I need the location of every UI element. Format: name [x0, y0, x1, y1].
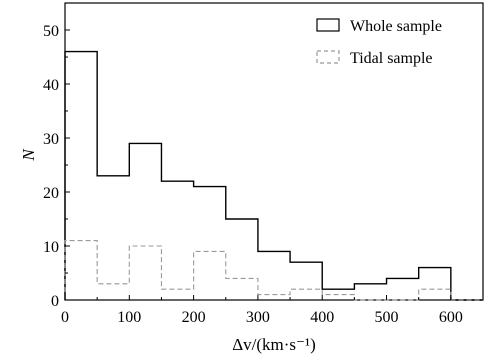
series-whole-sample	[64, 50, 483, 301]
legend-swatch-whole-sample	[316, 18, 340, 32]
legend-label-whole-sample: Whole sample	[350, 18, 442, 35]
plot-area	[64, 2, 484, 301]
legend-swatch-tidal-sample	[316, 50, 340, 64]
legend-item-tidal-sample: Tidal sample	[316, 50, 433, 67]
x-tick-label: 300	[246, 309, 270, 326]
y-tick-label: 10	[43, 239, 59, 256]
x-tick-label: 0	[61, 309, 69, 326]
legend-label-tidal-sample: Tidal sample	[350, 50, 433, 67]
series-tidal-sample	[64, 240, 483, 301]
plot-frame	[64, 2, 484, 301]
x-tick-label: 200	[182, 309, 206, 326]
legend-item-whole-sample: Whole sample	[316, 18, 442, 35]
y-axis-label: N	[19, 148, 38, 162]
x-tick-label: 400	[310, 309, 334, 326]
series-layer	[64, 50, 483, 301]
y-tick-label: 50	[43, 23, 59, 40]
y-tick-label: 40	[43, 77, 59, 94]
y-tick-label: 0	[51, 293, 59, 310]
x-axis-label: Δv/(km·s⁻¹)	[232, 335, 316, 354]
y-tick-label: 20	[43, 185, 59, 202]
ticks-layer: 0 100 200 300 400 500 600 0 10 20 30 40 50	[43, 23, 463, 326]
x-tick-label: 500	[375, 309, 399, 326]
x-tick-label: 600	[439, 309, 463, 326]
legend: Whole sample Tidal sample	[316, 18, 442, 67]
y-tick-label: 30	[43, 131, 59, 148]
x-tick-label: 100	[117, 309, 141, 326]
